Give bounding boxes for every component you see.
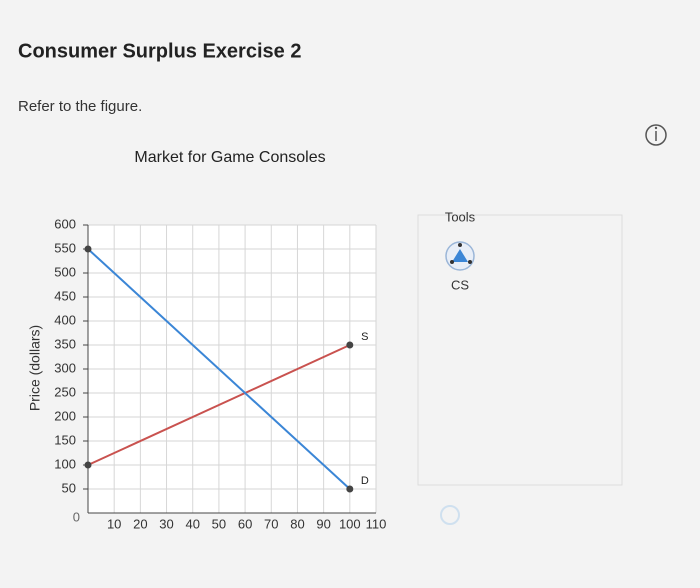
reset-icon[interactable] — [440, 505, 460, 525]
y-tick-label: 50 — [62, 480, 76, 495]
y-tick-label: 400 — [54, 312, 76, 327]
x-tick-label: 10 — [107, 516, 121, 531]
x-tick-label: 50 — [212, 516, 226, 531]
tool-label: CS — [451, 277, 469, 292]
series-line — [87, 344, 351, 466]
x-tick-label: 60 — [238, 516, 252, 531]
chart-title: Market for Game Consoles — [134, 149, 325, 166]
x-tick-label: 110 — [366, 516, 387, 531]
point — [84, 245, 92, 253]
x-tick-label: 90 — [316, 516, 330, 531]
x-tick-label: 30 — [159, 516, 173, 531]
page-title: Consumer Surplus Exercise 2 — [18, 40, 301, 62]
tools-panel — [417, 214, 623, 486]
y-tick-label: 450 — [54, 288, 76, 303]
point — [346, 485, 354, 493]
info-icon[interactable] — [645, 124, 667, 146]
x-tick-label: 40 — [185, 516, 199, 531]
x-tick-label: 80 — [290, 516, 304, 531]
y-axis-label: Price (dollars) — [27, 325, 43, 411]
tools-title: Tools — [445, 209, 476, 224]
point — [346, 341, 354, 349]
y-tick-label: 350 — [54, 336, 76, 351]
cs-tool[interactable] — [445, 241, 475, 271]
x-tick-label: 70 — [264, 516, 278, 531]
y-tick-label: 100 — [54, 456, 76, 471]
instruction: Refer to the figure. — [18, 98, 142, 115]
point — [84, 461, 92, 469]
series-label: D — [361, 475, 369, 487]
origin-label: 0 — [73, 509, 80, 524]
y-tick-label: 600 — [54, 216, 76, 231]
x-tick-label: 100 — [339, 516, 361, 531]
y-tick-label: 250 — [54, 384, 76, 399]
y-tick-label: 200 — [54, 408, 76, 423]
series-line — [87, 248, 351, 490]
y-tick-label: 150 — [54, 432, 76, 447]
y-tick-label: 300 — [54, 360, 76, 375]
y-tick-label: 500 — [54, 264, 76, 279]
x-tick-label: 20 — [133, 516, 147, 531]
y-tick-label: 550 — [54, 240, 76, 255]
series-label: S — [361, 331, 368, 343]
